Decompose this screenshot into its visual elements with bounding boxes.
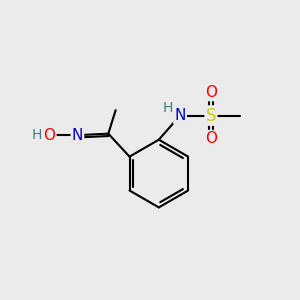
- Text: H: H: [163, 101, 173, 115]
- Text: S: S: [206, 106, 216, 124]
- Text: H: H: [32, 128, 42, 142]
- Text: O: O: [44, 128, 56, 142]
- Text: N: N: [72, 128, 83, 142]
- Text: O: O: [205, 85, 217, 100]
- Text: N: N: [174, 108, 186, 123]
- Text: O: O: [205, 131, 217, 146]
